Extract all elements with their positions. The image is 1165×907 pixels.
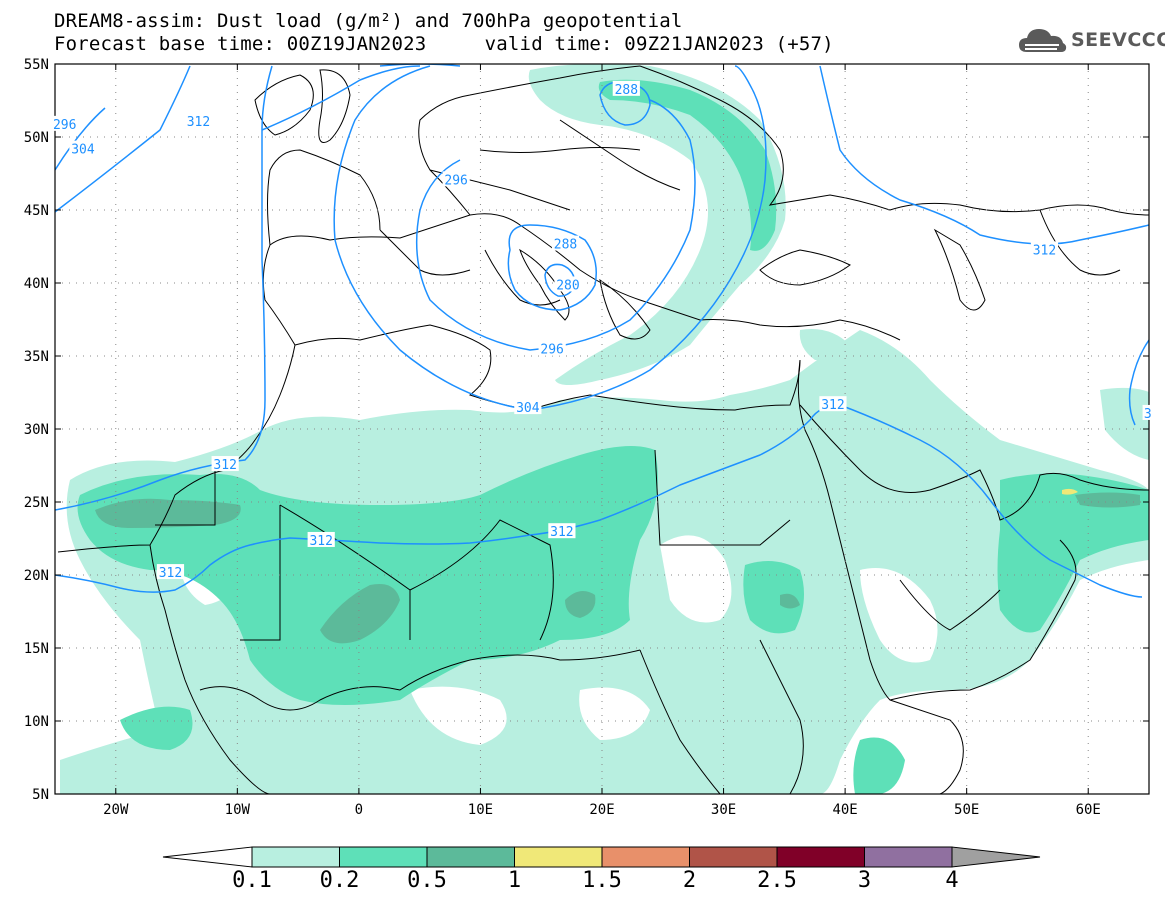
colorbar-label: 4	[945, 868, 959, 893]
contour-label: 296	[540, 343, 563, 358]
colorbar-label: 0.2	[319, 868, 360, 893]
geopotential-contours	[55, 64, 1149, 598]
contour-label-bg	[548, 523, 576, 539]
lon-tick-label: 20E	[589, 802, 614, 818]
lon-tick-label: 10E	[468, 802, 493, 818]
lon-tick-label: 50E	[954, 802, 979, 818]
colorbar-swatch	[514, 846, 603, 868]
logo-text: SEEVCCC	[1071, 29, 1165, 51]
colorbar-swatch	[251, 846, 340, 868]
colorbar-label: 0.5	[407, 868, 447, 893]
map-axes: 20W 10W 0 10E 20E 30E 40E 50E 60E55N50N45N40N35N…	[24, 57, 1149, 818]
lat-tick-label: 30N	[24, 422, 49, 438]
colorbar-swatch	[426, 846, 515, 868]
contour-label-bg	[551, 235, 580, 251]
colorbar-swatch	[601, 846, 690, 868]
coastlines	[57, 65, 1149, 794]
contour-label-bg	[51, 115, 79, 131]
lat-tick-label: 25N	[24, 495, 49, 511]
contour-label: 288	[554, 238, 577, 253]
contour-label-bg	[307, 531, 335, 547]
contour-label: 288	[615, 83, 638, 98]
contour-label-bg	[612, 80, 640, 96]
colorbar-swatch	[339, 846, 428, 868]
colorbar-swatch	[864, 846, 953, 868]
forecast-times: Forecast base time: 00Z19JAN2023 valid t…	[54, 33, 834, 55]
dust-level-0.5	[95, 492, 1140, 644]
colorbar-swatch	[776, 846, 865, 868]
map-title: DREAM8-assim: Dust load (g/m²) and 700hP…	[54, 10, 683, 32]
dust-level-1	[1062, 488, 1078, 495]
colorbar	[162, 846, 1041, 868]
lat-tick-label: 55N	[24, 57, 49, 73]
lat-tick-label: 10N	[24, 714, 49, 730]
lat-tick-label: 40N	[24, 276, 49, 292]
colorbar-swatch	[689, 846, 778, 868]
colorbar-low-arrow	[162, 846, 253, 868]
colorbar-label: 0.1	[232, 868, 272, 893]
lon-tick-label: 20W	[103, 802, 129, 818]
lat-tick-label: 5N	[32, 787, 49, 803]
lon-tick-label: 10W	[225, 802, 251, 818]
contour-label: 312	[821, 398, 844, 413]
lat-tick-label: 50N	[24, 130, 49, 146]
contour-label: 304	[516, 401, 540, 416]
contour-labels: 296 304 312 296 288 288 280 296 304 312 312 312 312 3…	[51, 80, 1153, 581]
contour-label: 312	[213, 458, 236, 473]
map-gridlines	[55, 63, 1149, 795]
cloud-icon	[1019, 29, 1067, 52]
contour-label: 312	[1033, 243, 1056, 258]
seevccc-logo: SEEVCCC	[1017, 24, 1165, 58]
lon-tick-label: 0	[355, 802, 363, 818]
contour-label-bg	[184, 112, 213, 128]
contour-label-bg	[211, 456, 239, 472]
colorbar-label: 1	[507, 868, 522, 893]
colorbar-label: 3	[857, 868, 872, 893]
contour-label: 296	[53, 118, 76, 133]
contour-label-bg	[442, 171, 470, 187]
contour-label: 312	[159, 566, 182, 581]
contour-label-bg	[819, 396, 847, 412]
lon-tick-label: 60E	[1076, 802, 1101, 818]
contour-label: 280	[556, 278, 579, 293]
contour-label-bg	[538, 340, 566, 356]
contour-label-bg	[1030, 241, 1059, 257]
contour-label: 312	[187, 115, 210, 130]
contour-label: 312	[309, 534, 332, 549]
colorbar-label: 1.5	[582, 868, 622, 893]
lat-tick-label: 15N	[24, 641, 49, 657]
lat-tick-label: 45N	[24, 203, 49, 219]
contour-label: 304	[71, 143, 95, 158]
colorbar-label: 2	[682, 868, 697, 893]
lon-tick-label: 40E	[832, 802, 857, 818]
contour-label-bg	[69, 140, 97, 156]
contour-label: 312	[550, 525, 573, 540]
lat-tick-label: 20N	[24, 568, 49, 584]
contour-label-bg	[1142, 404, 1153, 420]
contour-label: 3	[1144, 407, 1152, 422]
contour-label-bg	[514, 399, 542, 415]
colorbar-high-arrow	[951, 846, 1041, 868]
contour-label-bg	[156, 564, 185, 580]
contour-label-bg	[554, 276, 582, 292]
contour-label: 296	[444, 173, 467, 188]
colorbar-label: 2.5	[757, 868, 797, 893]
lon-tick-label: 30E	[711, 802, 736, 818]
lat-tick-label: 35N	[24, 349, 49, 365]
